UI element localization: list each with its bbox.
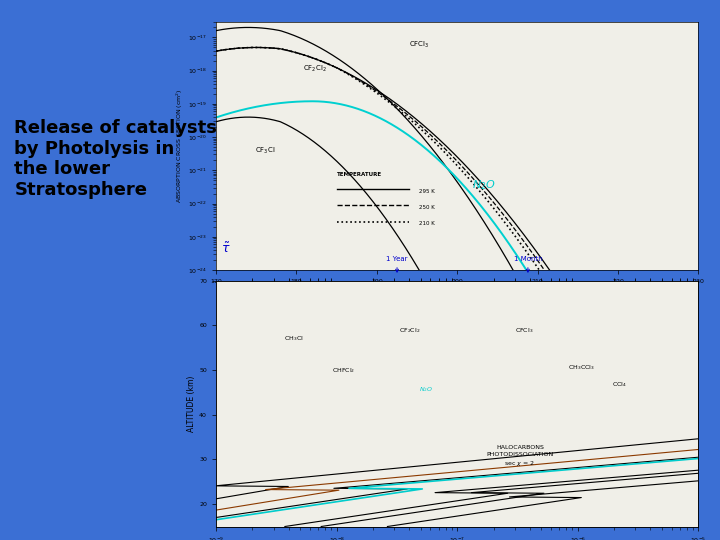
Text: $N_2O$: $N_2O$: [472, 178, 495, 192]
Text: Release of catalysts
by Photolysis in
the lower
Stratosphere: Release of catalysts by Photolysis in th…: [14, 119, 217, 199]
Text: $N_2O$: $N_2O$: [418, 386, 433, 394]
Y-axis label: ALTITUDE (km): ALTITUDE (km): [187, 375, 197, 432]
Text: CH$_3$CCl$_3$: CH$_3$CCl$_3$: [568, 363, 595, 372]
Text: 210 K: 210 K: [418, 221, 434, 226]
Text: 1 Year: 1 Year: [387, 256, 408, 272]
Text: CH$_3$Cl: CH$_3$Cl: [284, 334, 303, 343]
X-axis label: WAVELENGTH (nm): WAVELENGTH (nm): [420, 287, 494, 296]
Text: CHFCl$_2$: CHFCl$_2$: [332, 366, 355, 375]
Text: CF$_2$Cl$_2$: CF$_2$Cl$_2$: [303, 64, 327, 75]
Text: 250 K: 250 K: [418, 205, 434, 210]
Y-axis label: ABSORPTION CROSS SECTION (cm$^2$): ABSORPTION CROSS SECTION (cm$^2$): [175, 89, 185, 203]
Text: $\tilde{\tau}$: $\tilde{\tau}$: [221, 242, 230, 256]
Text: HALOCARBONS
PHOTODISSOCIATION
sec $\chi$ = 2: HALOCARBONS PHOTODISSOCIATION sec $\chi$…: [486, 446, 554, 468]
Text: TEMPERATURE: TEMPERATURE: [337, 172, 382, 177]
Text: 295 K: 295 K: [418, 189, 434, 194]
Text: CF$_3$Cl: CF$_3$Cl: [255, 146, 275, 157]
Text: CCl$_4$: CCl$_4$: [611, 381, 626, 389]
Text: CFCl$_3$: CFCl$_3$: [409, 39, 430, 50]
Text: CFCl$_3$: CFCl$_3$: [515, 326, 534, 335]
Text: 1 Month: 1 Month: [513, 256, 542, 272]
Text: CF$_2$Cl$_2$: CF$_2$Cl$_2$: [400, 326, 420, 335]
